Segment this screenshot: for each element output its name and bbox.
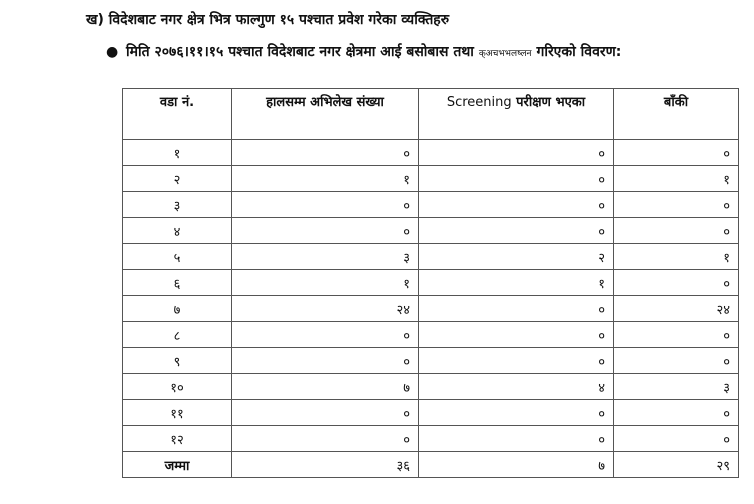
cell-remaining: २४ xyxy=(613,295,739,322)
cell-ward: १० xyxy=(122,373,232,400)
bullet-icon: ● xyxy=(106,44,119,60)
cell-recorded: ० xyxy=(231,425,419,452)
cell-remaining: १ xyxy=(613,165,739,192)
bullet-paragraph: ● मिति २०७६।११।१५ पश्चात विदेशबाट नगर क्… xyxy=(106,40,696,66)
bullet-garbled-text: क्अचभभलष्लन xyxy=(478,49,532,59)
cell-remaining: ० xyxy=(613,217,739,244)
cell-screened: ० xyxy=(418,139,614,166)
cell-recorded: ७ xyxy=(231,373,419,400)
cell-recorded: ० xyxy=(231,191,419,218)
cell-ward: ९ xyxy=(122,347,232,374)
cell-ward: १२ xyxy=(122,425,232,452)
cell-screened: ० xyxy=(418,165,614,192)
ward-table: वडा नं. हालसम्म अभिलेख संख्या Screening … xyxy=(122,88,739,478)
cell-ward: ६ xyxy=(122,269,232,296)
cell-remaining: ० xyxy=(613,269,739,296)
cell-ward: ७ xyxy=(122,295,232,322)
cell-ward: १ xyxy=(122,139,232,166)
cell-screened: ० xyxy=(418,347,614,374)
cell-screened: ० xyxy=(418,321,614,348)
cell-remaining: ० xyxy=(613,347,739,374)
bullet-text-end: गरिएको विवरण: xyxy=(536,44,622,60)
header-ward: वडा नं. xyxy=(122,88,232,140)
cell-recorded: २४ xyxy=(231,295,419,322)
cell-recorded: १ xyxy=(231,269,419,296)
cell-remaining: ० xyxy=(613,139,739,166)
cell-screened: ० xyxy=(418,425,614,452)
cell-ward: ५ xyxy=(122,243,232,270)
cell-recorded: ३६ xyxy=(231,451,419,478)
cell-recorded: ० xyxy=(231,399,419,426)
table-row: ११ ० ० ० xyxy=(122,399,739,426)
header-remaining: बाँकी xyxy=(613,88,739,140)
table-row: ७ २४ ० २४ xyxy=(122,295,739,322)
cell-ward: ८ xyxy=(122,321,232,348)
table-row: १२ ० ० ० xyxy=(122,425,739,452)
cell-recorded: १ xyxy=(231,165,419,192)
cell-recorded: ३ xyxy=(231,243,419,270)
header-recorded: हालसम्म अभिलेख संख्या xyxy=(231,88,419,140)
cell-remaining: ० xyxy=(613,399,739,426)
cell-remaining: ३ xyxy=(613,373,739,400)
cell-remaining: १ xyxy=(613,243,739,270)
cell-screened: ० xyxy=(418,217,614,244)
cell-screened: ० xyxy=(418,295,614,322)
table-row: १० ७ ४ ३ xyxy=(122,373,739,400)
cell-remaining: ० xyxy=(613,321,739,348)
cell-screened: ० xyxy=(418,191,614,218)
table-total-row: जम्मा ३६ ७ २९ xyxy=(122,451,739,478)
cell-recorded: ० xyxy=(231,347,419,374)
cell-remaining: ० xyxy=(613,425,739,452)
cell-ward: ४ xyxy=(122,217,232,244)
cell-remaining: २९ xyxy=(613,451,739,478)
bullet-text: मिति २०७६।११।१५ पश्चात विदेशबाट नगर क्षे… xyxy=(126,44,474,60)
cell-screened: ४ xyxy=(418,373,614,400)
section-heading: ख) विदेशबाट नगर क्षेत्र भित्र फाल्गुण १५… xyxy=(86,12,450,28)
cell-ward: ३ xyxy=(122,191,232,218)
cell-ward: २ xyxy=(122,165,232,192)
cell-remaining: ० xyxy=(613,191,739,218)
table-header-row: वडा नं. हालसम्म अभिलेख संख्या Screening … xyxy=(122,88,739,140)
cell-ward: ११ xyxy=(122,399,232,426)
cell-recorded: ० xyxy=(231,139,419,166)
header-screened: Screening परीक्षण भएका xyxy=(418,88,614,140)
cell-screened: ० xyxy=(418,399,614,426)
cell-screened: २ xyxy=(418,243,614,270)
cell-ward: जम्मा xyxy=(122,451,232,478)
cell-recorded: ० xyxy=(231,321,419,348)
cell-screened: १ xyxy=(418,269,614,296)
cell-recorded: ० xyxy=(231,217,419,244)
cell-screened: ७ xyxy=(418,451,614,478)
